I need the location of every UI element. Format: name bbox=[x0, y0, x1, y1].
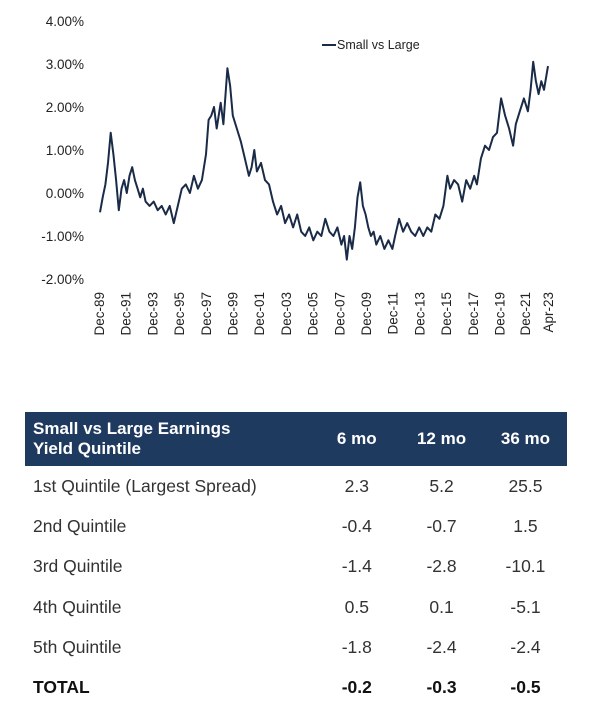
table-row: 1st Quintile (Largest Spread) 2.3 5.2 25… bbox=[25, 466, 567, 506]
total-12mo: -0.3 bbox=[426, 677, 457, 698]
cell-6mo: 0.5 bbox=[344, 596, 369, 617]
x-tick-label: Dec-01 bbox=[252, 292, 267, 336]
total-36mo: -0.5 bbox=[510, 677, 541, 698]
table-row: 5th Quintile -1.8 -2.4 -2.4 bbox=[25, 627, 567, 667]
row-label: 2nd Quintile bbox=[33, 515, 127, 536]
table-header-row: Small vs Large Earnings Yield Quintile 6 … bbox=[25, 412, 567, 466]
cell-36mo: 1.5 bbox=[513, 515, 538, 536]
table-row: 4th Quintile 0.5 0.1 -5.1 bbox=[25, 587, 567, 627]
cell-6mo: -1.8 bbox=[341, 636, 372, 657]
x-tick-label: Dec-13 bbox=[412, 292, 427, 336]
x-tick-label: Dec-11 bbox=[386, 292, 401, 335]
total-label: TOTAL bbox=[33, 677, 90, 698]
x-tick-label: Dec-95 bbox=[172, 292, 187, 336]
x-tick-label: Dec-15 bbox=[439, 292, 454, 336]
cell-12mo: -0.7 bbox=[426, 515, 457, 536]
header-label: Small vs Large Earnings Yield Quintile bbox=[25, 412, 315, 466]
y-axis-ticks: 4.00% 3.00% 2.00% 1.00% 0.00% -1.00% -2.00% bbox=[41, 14, 84, 287]
y-tick-label: 3.00% bbox=[46, 57, 84, 72]
header-36mo: 36 mo bbox=[483, 412, 567, 466]
series-line-small-vs-large bbox=[99, 60, 549, 261]
table-row: 2nd Quintile -0.4 -0.7 1.5 bbox=[25, 506, 567, 546]
x-tick-label: Dec-91 bbox=[119, 292, 134, 336]
row-label: 3rd Quintile bbox=[33, 556, 123, 577]
x-tick-label: Dec-93 bbox=[145, 292, 160, 336]
cell-6mo: -0.4 bbox=[341, 515, 372, 536]
header-6mo: 6 mo bbox=[314, 412, 400, 466]
cell-36mo: -5.1 bbox=[510, 596, 541, 617]
x-tick-label: Dec-89 bbox=[92, 292, 107, 336]
row-label: 1st Quintile (Largest Spread) bbox=[33, 475, 257, 496]
line-chart: 4.00% 3.00% 2.00% 1.00% 0.00% -1.00% -2.00% De… bbox=[41, 14, 556, 336]
x-tick-label: Dec-19 bbox=[493, 292, 508, 336]
cell-12mo: -2.8 bbox=[426, 556, 457, 577]
y-tick-label: 0.00% bbox=[46, 186, 84, 201]
cell-12mo: 0.1 bbox=[429, 596, 454, 617]
x-tick-label: Dec-09 bbox=[359, 292, 374, 336]
row-label: 5th Quintile bbox=[33, 636, 122, 657]
y-tick-label: -2.00% bbox=[41, 272, 84, 287]
cell-36mo: 25.5 bbox=[508, 475, 543, 496]
cell-12mo: -2.4 bbox=[426, 636, 457, 657]
legend-label: Small vs Large bbox=[337, 38, 420, 52]
cell-36mo: -10.1 bbox=[505, 556, 546, 577]
y-tick-label: 2.00% bbox=[46, 100, 84, 115]
y-tick-label: 1.00% bbox=[46, 143, 84, 158]
header-label-line2: Yield Quintile bbox=[33, 439, 141, 458]
x-axis-ticks: Dec-89 Dec-91 Dec-93 Dec-95 Dec-97 Dec-99 Dec-… bbox=[92, 292, 556, 336]
legend: Small vs Large bbox=[322, 38, 420, 52]
total-6mo: -0.2 bbox=[341, 677, 372, 698]
row-label: 4th Quintile bbox=[33, 596, 122, 617]
cell-6mo: 2.3 bbox=[344, 475, 369, 496]
x-tick-label: Apr-23 bbox=[541, 292, 556, 333]
header-label-line1: Small vs Large Earnings bbox=[33, 419, 231, 438]
cell-12mo: 5.2 bbox=[429, 475, 454, 496]
table-row: 3rd Quintile -1.4 -2.8 -10.1 bbox=[25, 547, 567, 587]
x-tick-label: Dec-99 bbox=[226, 292, 241, 336]
y-tick-label: 4.00% bbox=[46, 14, 84, 29]
x-tick-label: Dec-21 bbox=[518, 292, 533, 336]
y-tick-label: -1.00% bbox=[41, 229, 84, 244]
x-tick-label: Dec-17 bbox=[466, 292, 481, 336]
x-tick-label: Dec-97 bbox=[199, 292, 214, 336]
cell-6mo: -1.4 bbox=[341, 556, 372, 577]
x-tick-label: Dec-07 bbox=[332, 292, 347, 336]
table-total-row: TOTAL -0.2 -0.3 -0.5 bbox=[25, 667, 567, 707]
cell-36mo: -2.4 bbox=[510, 636, 541, 657]
header-12mo: 12 mo bbox=[399, 412, 484, 466]
earnings-yield-quintile-table: Small vs Large Earnings Yield Quintile 6 … bbox=[25, 412, 567, 708]
x-tick-label: Dec-05 bbox=[306, 292, 321, 336]
x-tick-label: Dec-03 bbox=[279, 292, 294, 336]
